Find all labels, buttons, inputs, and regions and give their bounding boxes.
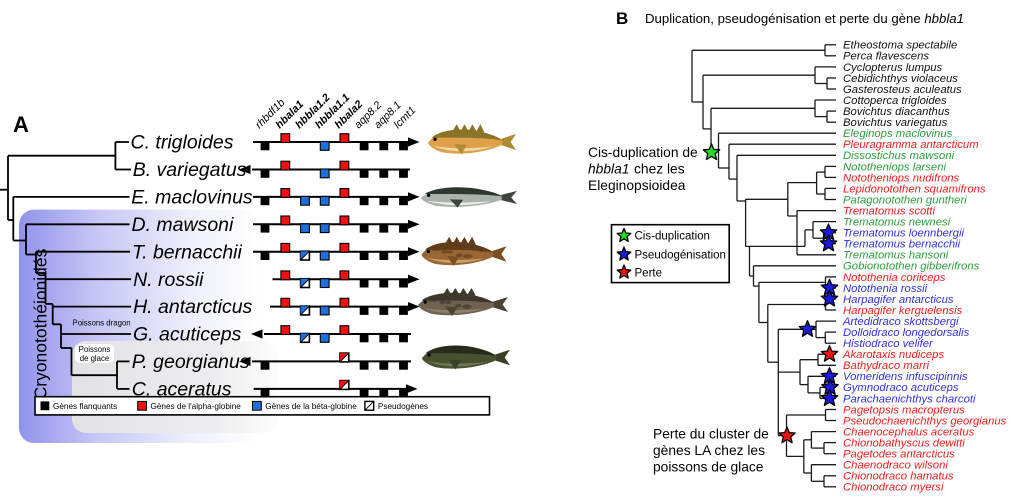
svg-text:Nototheniops nudifrons: Nototheniops nudifrons bbox=[843, 172, 960, 184]
svg-text:Poissons: Poissons bbox=[79, 345, 111, 354]
svg-text:Gènes de l'alpha-globine: Gènes de l'alpha-globine bbox=[151, 402, 242, 411]
svg-text:Lepidonotothen squamifrons: Lepidonotothen squamifrons bbox=[843, 183, 986, 195]
svg-text:G. acuticeps: G. acuticeps bbox=[133, 324, 242, 346]
svg-text:B: B bbox=[616, 9, 628, 28]
svg-text:Eleginops maclovinus: Eleginops maclovinus bbox=[843, 128, 953, 140]
svg-text:Gymnodraco acuticeps: Gymnodraco acuticeps bbox=[843, 382, 959, 394]
svg-text:Pagetodes antarcticus: Pagetodes antarcticus bbox=[843, 449, 955, 461]
svg-text:Vomeridens infuscipinnis: Vomeridens infuscipinnis bbox=[843, 371, 968, 383]
svg-text:Patagonotothen guntheri: Patagonotothen guntheri bbox=[843, 194, 967, 206]
svg-text:Histiodraco velifer: Histiodraco velifer bbox=[843, 338, 934, 350]
svg-text:Trematomus bernacchii: Trematomus bernacchii bbox=[843, 239, 961, 251]
svg-text:Perte: Perte bbox=[635, 267, 663, 279]
svg-text:gènes LA chez les: gènes LA chez les bbox=[653, 443, 765, 458]
svg-text:Harpagifer antarcticus: Harpagifer antarcticus bbox=[843, 294, 954, 306]
svg-text:B. variegatus: B. variegatus bbox=[133, 159, 247, 181]
svg-text:Eleginopsioidea: Eleginopsioidea bbox=[588, 178, 686, 193]
svg-text:Chaenocephalus aceratus: Chaenocephalus aceratus bbox=[843, 426, 975, 438]
svg-text:Etheostoma spectabile: Etheostoma spectabile bbox=[843, 40, 957, 52]
svg-text:Cottoperca trigloides: Cottoperca trigloides bbox=[843, 95, 947, 107]
svg-text:E. maclovinus: E. maclovinus bbox=[131, 187, 253, 209]
svg-text:H. antarcticus: H. antarcticus bbox=[133, 296, 252, 318]
svg-text:Perte du cluster de: Perte du cluster de bbox=[653, 427, 769, 442]
svg-text:C. trigloides: C. trigloides bbox=[131, 132, 234, 154]
svg-text:Trematomus hansoni: Trematomus hansoni bbox=[843, 250, 949, 262]
svg-text:Duplication, pseudogénisation: Duplication, pseudogénisation et perte d… bbox=[645, 11, 964, 26]
svg-text:Pseudogènes: Pseudogènes bbox=[378, 402, 428, 411]
svg-text:Dolloidraco longedorsalis: Dolloidraco longedorsalis bbox=[843, 327, 970, 339]
svg-text:Chionobathyscus dewitti: Chionobathyscus dewitti bbox=[843, 438, 965, 450]
svg-text:Cis-duplication: Cis-duplication bbox=[635, 231, 710, 243]
svg-text:Notothenia rossii: Notothenia rossii bbox=[843, 283, 928, 295]
svg-text:Cebidichthys violaceus: Cebidichthys violaceus bbox=[843, 73, 958, 85]
svg-text:Cryonotothéionidés: Cryonotothéionidés bbox=[31, 248, 51, 399]
svg-text:Gasterosteus aculeatus: Gasterosteus aculeatus bbox=[843, 84, 962, 96]
svg-text:N. rossii: N. rossii bbox=[133, 269, 204, 291]
svg-text:Pagetopsis macropterus: Pagetopsis macropterus bbox=[843, 404, 965, 416]
svg-text:Notothenia coriiceps: Notothenia coriiceps bbox=[843, 272, 946, 284]
svg-text:Nototheniops larseni: Nototheniops larseni bbox=[843, 161, 946, 173]
svg-text:Cis-duplication de: Cis-duplication de bbox=[588, 145, 698, 160]
svg-text:Pseudochaenichthys georgianus: Pseudochaenichthys georgianus bbox=[843, 415, 1007, 427]
svg-text:Gènes flanquants: Gènes flanquants bbox=[53, 402, 117, 411]
svg-text:Bathydraco marri: Bathydraco marri bbox=[843, 360, 930, 372]
svg-text:Gobionotothen gibberifrons: Gobionotothen gibberifrons bbox=[843, 261, 980, 273]
svg-text:P. georgianus: P. georgianus bbox=[132, 351, 250, 373]
svg-text:Trematomus newnesi: Trematomus newnesi bbox=[843, 217, 951, 229]
svg-text:Perca flavescens: Perca flavescens bbox=[843, 51, 929, 63]
svg-text:Chaenodraco wilsoni: Chaenodraco wilsoni bbox=[843, 460, 948, 472]
svg-text:Gènes de la béta-globine: Gènes de la béta-globine bbox=[265, 402, 357, 411]
svg-text:T. bernacchii: T. bernacchii bbox=[132, 241, 243, 263]
svg-text:Trematomus scotti: Trematomus scotti bbox=[843, 206, 936, 218]
svg-text:Dissostichus mawsoni: Dissostichus mawsoni bbox=[843, 150, 955, 162]
svg-text:C. aceratus: C. aceratus bbox=[132, 379, 232, 401]
svg-text:de glace: de glace bbox=[80, 354, 109, 363]
svg-text:Bovichtus variegatus: Bovichtus variegatus bbox=[843, 117, 948, 129]
svg-text:Poissons dragon: Poissons dragon bbox=[73, 318, 131, 327]
svg-text:Chionodraco myersi: Chionodraco myersi bbox=[843, 482, 944, 494]
svg-text:Pseudogénisation: Pseudogénisation bbox=[635, 249, 726, 261]
svg-text:Trematomus loennbergii: Trematomus loennbergii bbox=[843, 228, 964, 240]
svg-text:Parachaenichthys charcoti: Parachaenichthys charcoti bbox=[843, 393, 976, 405]
svg-text:Chionodraco hamatus: Chionodraco hamatus bbox=[843, 471, 954, 483]
svg-text:poissons de glace: poissons de glace bbox=[653, 460, 764, 475]
svg-text:Pleuragramma antarcticum: Pleuragramma antarcticum bbox=[843, 139, 979, 151]
svg-text:A: A bbox=[13, 112, 29, 137]
svg-text:Bovichtus diacanthus: Bovichtus diacanthus bbox=[843, 106, 950, 118]
svg-text:Harpagifer kerguelensis: Harpagifer kerguelensis bbox=[843, 305, 963, 317]
svg-text:D. mawsoni: D. mawsoni bbox=[132, 214, 235, 236]
svg-text:Artedidraco skottsbergi: Artedidraco skottsbergi bbox=[842, 316, 959, 328]
svg-text:Cyclopterus lumpus: Cyclopterus lumpus bbox=[843, 62, 943, 74]
svg-text:Akarotaxis nudiceps: Akarotaxis nudiceps bbox=[842, 349, 944, 361]
